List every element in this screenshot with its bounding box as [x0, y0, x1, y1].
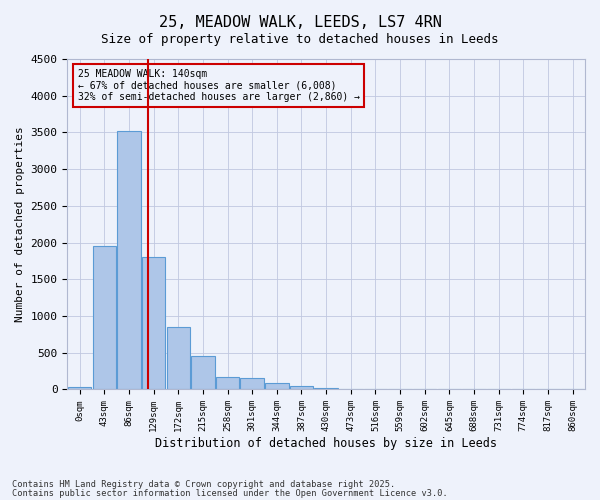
Text: Contains HM Land Registry data © Crown copyright and database right 2025.: Contains HM Land Registry data © Crown c… — [12, 480, 395, 489]
X-axis label: Distribution of detached houses by size in Leeds: Distribution of detached houses by size … — [155, 437, 497, 450]
Bar — [117, 131, 140, 390]
Bar — [241, 378, 264, 390]
Text: 25 MEADOW WALK: 140sqm
← 67% of detached houses are smaller (6,008)
32% of semi-: 25 MEADOW WALK: 140sqm ← 67% of detached… — [77, 69, 359, 102]
Y-axis label: Number of detached properties: Number of detached properties — [15, 126, 25, 322]
Bar — [167, 327, 190, 390]
Bar — [216, 378, 239, 390]
Text: Size of property relative to detached houses in Leeds: Size of property relative to detached ho… — [101, 32, 499, 46]
Bar — [265, 383, 289, 390]
Bar — [92, 246, 116, 390]
Bar — [68, 386, 91, 390]
Bar — [314, 388, 338, 390]
Text: 25, MEADOW WALK, LEEDS, LS7 4RN: 25, MEADOW WALK, LEEDS, LS7 4RN — [158, 15, 442, 30]
Text: Contains public sector information licensed under the Open Government Licence v3: Contains public sector information licen… — [12, 488, 448, 498]
Bar — [142, 256, 165, 390]
Bar — [290, 386, 313, 390]
Bar — [191, 356, 215, 390]
